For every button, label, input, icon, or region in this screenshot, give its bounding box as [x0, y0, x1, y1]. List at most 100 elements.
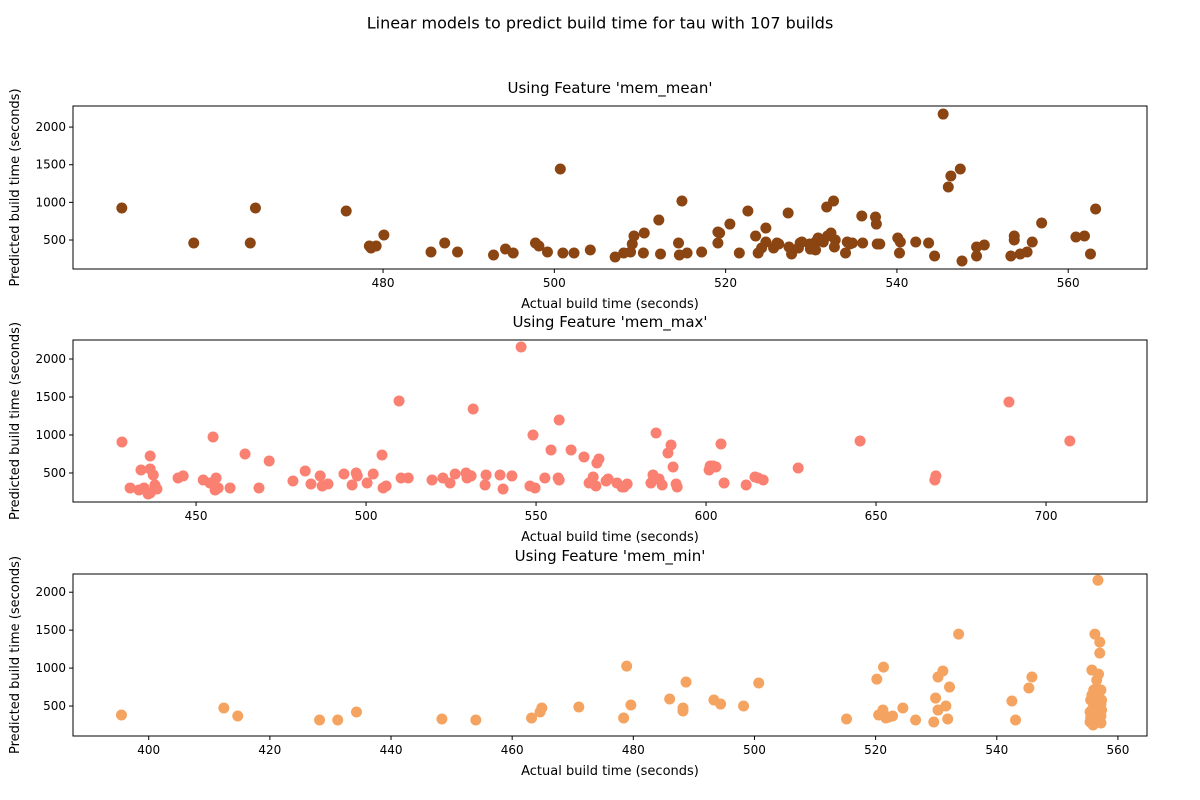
x-axis-label: Actual build time (seconds) — [521, 297, 699, 312]
data-point — [856, 210, 868, 222]
data-point — [1093, 689, 1105, 701]
data-point — [1026, 671, 1038, 683]
data-point — [945, 170, 957, 182]
data-point — [305, 478, 317, 490]
data-point — [854, 435, 866, 447]
data-point — [696, 246, 708, 258]
data-point — [467, 403, 479, 415]
data-point — [393, 395, 405, 407]
y-tick-label: 500 — [43, 699, 66, 713]
data-point — [376, 449, 388, 461]
data-point — [887, 710, 899, 722]
data-point — [1092, 574, 1104, 586]
data-point — [578, 451, 590, 463]
subplot-title: Using Feature 'mem_min' — [515, 547, 706, 566]
data-point — [710, 461, 722, 473]
data-point — [828, 195, 840, 207]
data-point — [677, 705, 689, 717]
data-point — [332, 714, 344, 726]
data-point — [714, 227, 726, 239]
data-point — [367, 468, 379, 480]
data-point — [671, 481, 683, 493]
data-point — [322, 478, 334, 490]
data-point — [526, 712, 538, 724]
data-point — [655, 248, 667, 260]
data-point — [553, 414, 565, 426]
data-point — [1026, 236, 1038, 248]
x-tick-label: 480 — [622, 743, 645, 757]
data-point — [1095, 698, 1107, 710]
data-point — [439, 237, 451, 249]
data-point — [1021, 246, 1033, 258]
data-point — [894, 236, 906, 248]
data-point — [757, 474, 769, 486]
x-tick-label: 460 — [501, 743, 524, 757]
y-tick-label: 2000 — [35, 585, 66, 599]
data-point — [494, 469, 506, 481]
data-point — [350, 706, 362, 718]
data-point — [846, 237, 858, 249]
data-point — [144, 450, 156, 462]
x-tick-label: 560 — [1106, 743, 1129, 757]
x-tick-label: 560 — [1057, 276, 1080, 290]
data-point — [653, 214, 665, 226]
data-point — [553, 474, 565, 486]
data-point — [1094, 636, 1106, 648]
data-point — [426, 474, 438, 486]
data-point — [841, 713, 853, 725]
data-point — [718, 477, 730, 489]
x-tick-label: 450 — [185, 509, 208, 523]
data-point — [565, 444, 577, 456]
data-point — [733, 247, 745, 259]
data-point — [370, 240, 382, 252]
data-point — [829, 234, 841, 246]
data-point — [628, 230, 640, 242]
data-point — [1090, 203, 1102, 215]
data-point — [978, 239, 990, 251]
x-tick-label: 500 — [355, 509, 378, 523]
data-point — [151, 483, 163, 495]
data-point — [753, 677, 765, 689]
data-point — [573, 701, 585, 713]
data-point — [212, 482, 224, 494]
y-tick-label: 2000 — [35, 352, 66, 366]
x-tick-label: 650 — [865, 509, 888, 523]
data-point — [1008, 230, 1020, 242]
data-point — [218, 702, 230, 714]
x-tick-label: 550 — [525, 509, 548, 523]
data-point — [942, 181, 954, 193]
data-point — [760, 236, 772, 248]
data-point — [742, 205, 754, 217]
data-point — [637, 247, 649, 259]
data-point — [515, 341, 527, 353]
data-point — [527, 429, 539, 441]
data-point — [929, 250, 941, 262]
data-point — [609, 251, 621, 263]
data-point — [773, 238, 785, 250]
data-point — [539, 472, 551, 484]
data-point — [568, 247, 580, 259]
data-point — [681, 247, 693, 259]
data-point — [314, 714, 326, 726]
data-point — [650, 427, 662, 439]
data-point — [1094, 647, 1106, 659]
data-point — [893, 247, 905, 259]
data-point — [676, 195, 688, 207]
data-point — [590, 480, 602, 492]
axes-frame — [72, 105, 1148, 270]
data-point — [956, 255, 968, 267]
data-point — [897, 702, 909, 714]
x-tick-label: 420 — [258, 743, 281, 757]
data-point — [940, 700, 952, 712]
data-point — [470, 714, 482, 726]
data-point — [1089, 628, 1101, 640]
y-tick-label: 1000 — [35, 428, 66, 442]
data-point — [874, 238, 886, 250]
y-tick-label: 1500 — [35, 390, 66, 404]
data-point — [116, 436, 128, 448]
data-point — [656, 479, 668, 491]
x-tick-label: 540 — [985, 743, 1008, 757]
data-point — [638, 227, 650, 239]
data-point — [135, 464, 147, 476]
